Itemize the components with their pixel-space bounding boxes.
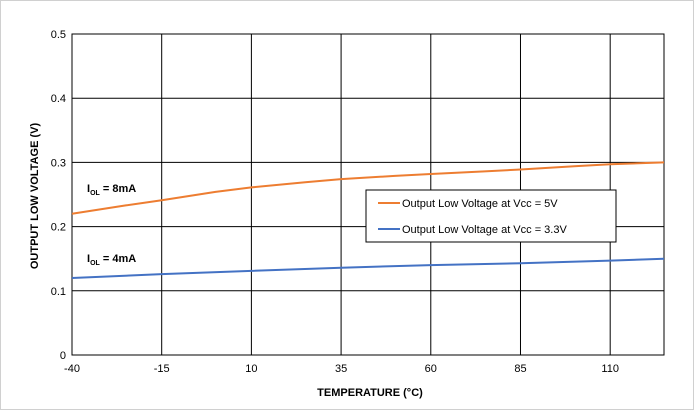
y-tick-label: 0.1: [51, 286, 66, 298]
x-tick-label: -40: [64, 363, 80, 375]
x-tick-label: 10: [245, 363, 257, 375]
annotation-iol-8ma: IOL = 8mA: [87, 183, 136, 197]
y-axis-title: OUTPUT LOW VOLTAGE (V): [29, 123, 41, 270]
series-line-3v3: [71, 257, 665, 279]
grid-lines: [71, 33, 665, 356]
y-tick-label: 0: [60, 350, 66, 362]
legend: Output Low Voltage at Vcc = 5V Output Lo…: [365, 189, 617, 243]
x-tick-label: 85: [514, 363, 526, 375]
y-tick-label: 0.3: [51, 157, 66, 169]
x-axis-title: TEMPERATURE (°C): [317, 387, 423, 399]
x-tick-label: 110: [601, 363, 619, 375]
x-tick-label: 35: [335, 363, 347, 375]
legend-label-3v3: Output Low Voltage at Vcc = 3.3V: [402, 224, 567, 236]
x-tick-label: -15: [154, 363, 170, 375]
series-lines: [71, 161, 665, 279]
series-line-5v: [71, 161, 665, 215]
y-tick-label: 0.4: [51, 93, 66, 105]
annotation-iol-4ma: IOL = 4mA: [87, 253, 136, 267]
y-tick-label: 0.5: [51, 29, 66, 41]
plot-area-border: [71, 33, 665, 356]
tick-labels: 0 0.1 0.2 0.3 0.4 0.5 -40 -15 10 35 60 85 110: [51, 29, 619, 375]
x-tick-label: 60: [425, 363, 437, 375]
legend-label-5v: Output Low Voltage at Vcc = 5V: [402, 198, 558, 210]
y-tick-label: 0.2: [51, 222, 66, 234]
legend-box: [365, 189, 617, 243]
